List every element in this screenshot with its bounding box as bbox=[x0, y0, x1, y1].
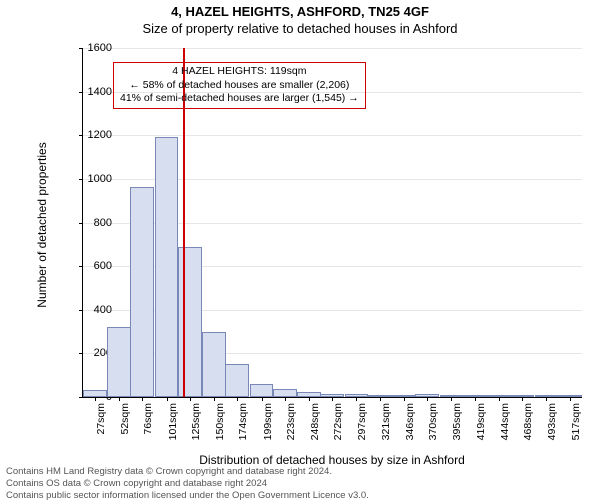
x-tick bbox=[404, 397, 405, 401]
x-tick-label: 370sqm bbox=[427, 403, 439, 453]
x-tick bbox=[119, 397, 120, 401]
x-tick-label: 223sqm bbox=[285, 403, 297, 453]
info-line: ← 58% of detached houses are smaller (2,… bbox=[120, 79, 359, 93]
histogram-bar bbox=[225, 364, 249, 397]
y-tick-label: 1400 bbox=[72, 86, 112, 98]
x-tick-label: 52sqm bbox=[119, 403, 131, 453]
x-tick bbox=[522, 397, 523, 401]
x-tick bbox=[427, 397, 428, 401]
x-tick bbox=[309, 397, 310, 401]
x-tick bbox=[237, 397, 238, 401]
x-tick-label: 27sqm bbox=[95, 403, 107, 453]
footer-line: Contains OS data © Crown copyright and d… bbox=[6, 478, 594, 490]
y-tick-label: 400 bbox=[72, 304, 112, 316]
y-tick-label: 1000 bbox=[72, 173, 112, 185]
x-tick-label: 493sqm bbox=[546, 403, 558, 453]
x-tick bbox=[499, 397, 500, 401]
x-tick bbox=[142, 397, 143, 401]
chart-title-address: 4, HAZEL HEIGHTS, ASHFORD, TN25 4GF bbox=[0, 4, 600, 19]
chart-title-desc: Size of property relative to detached ho… bbox=[0, 21, 600, 36]
x-tick bbox=[214, 397, 215, 401]
x-tick bbox=[332, 397, 333, 401]
y-tick-label: 600 bbox=[72, 260, 112, 272]
y-tick-label: 1200 bbox=[72, 129, 112, 141]
y-tick-label: 1600 bbox=[72, 42, 112, 54]
histogram-bar bbox=[155, 137, 179, 397]
x-tick-label: 321sqm bbox=[380, 403, 392, 453]
y-axis-label: Number of detached properties bbox=[35, 125, 49, 325]
x-tick-label: 101sqm bbox=[167, 403, 179, 453]
x-tick bbox=[356, 397, 357, 401]
x-axis-label: Distribution of detached houses by size … bbox=[82, 453, 582, 467]
property-info-box: 4 HAZEL HEIGHTS: 119sqm← 58% of detached… bbox=[113, 62, 366, 109]
x-tick-label: 297sqm bbox=[356, 403, 368, 453]
info-line: 4 HAZEL HEIGHTS: 119sqm bbox=[120, 65, 359, 79]
footer-line: Contains HM Land Registry data © Crown c… bbox=[6, 466, 594, 478]
histogram-bar bbox=[178, 247, 202, 398]
x-tick-label: 517sqm bbox=[570, 403, 582, 453]
histogram-bar bbox=[107, 327, 131, 397]
plot-area: 0200400600800100012001400160027sqm52sqm7… bbox=[82, 48, 582, 398]
x-tick-label: 199sqm bbox=[262, 403, 274, 453]
footer-line: Contains public sector information licen… bbox=[6, 490, 594, 502]
histogram-bar bbox=[250, 384, 274, 397]
x-tick-label: 150sqm bbox=[214, 403, 226, 453]
histogram-bar bbox=[273, 389, 297, 397]
x-tick-label: 468sqm bbox=[522, 403, 534, 453]
x-tick-label: 395sqm bbox=[451, 403, 463, 453]
footer-attribution: Contains HM Land Registry data © Crown c… bbox=[6, 466, 594, 502]
x-tick bbox=[190, 397, 191, 401]
x-tick bbox=[95, 397, 96, 401]
x-tick-label: 346sqm bbox=[404, 403, 416, 453]
chart-container: Number of detached properties 0200400600… bbox=[48, 48, 582, 440]
x-tick bbox=[451, 397, 452, 401]
x-tick bbox=[380, 397, 381, 401]
x-tick-label: 419sqm bbox=[475, 403, 487, 453]
x-tick-label: 125sqm bbox=[190, 403, 202, 453]
x-tick bbox=[546, 397, 547, 401]
x-tick bbox=[570, 397, 571, 401]
histogram-bar bbox=[202, 332, 226, 397]
gridline bbox=[83, 135, 582, 136]
gridline bbox=[83, 48, 582, 49]
x-tick-label: 174sqm bbox=[237, 403, 249, 453]
x-tick bbox=[262, 397, 263, 401]
x-tick-label: 444sqm bbox=[499, 403, 511, 453]
x-tick bbox=[475, 397, 476, 401]
x-tick-label: 272sqm bbox=[332, 403, 344, 453]
y-tick-label: 200 bbox=[72, 347, 112, 359]
x-tick bbox=[285, 397, 286, 401]
histogram-bar bbox=[130, 187, 154, 397]
y-tick-label: 800 bbox=[72, 217, 112, 229]
x-tick-label: 248sqm bbox=[309, 403, 321, 453]
x-tick-label: 76sqm bbox=[142, 403, 154, 453]
x-tick bbox=[167, 397, 168, 401]
info-line: 41% of semi-detached houses are larger (… bbox=[120, 92, 359, 106]
